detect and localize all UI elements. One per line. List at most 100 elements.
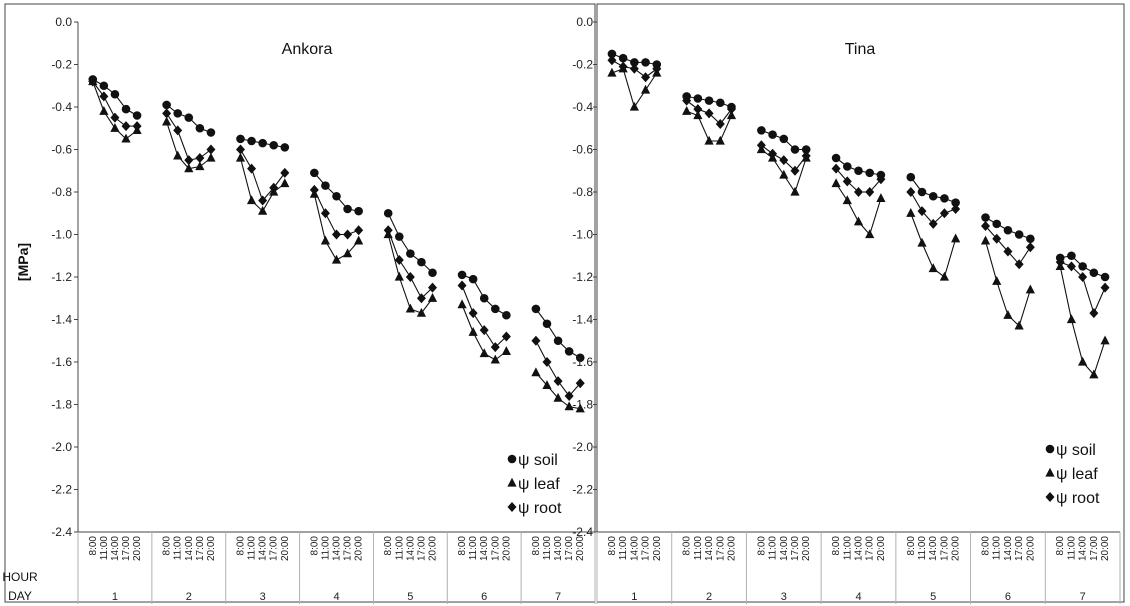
y-tick-label: -0.8	[572, 185, 593, 199]
data-point	[951, 233, 961, 243]
data-point	[502, 310, 511, 320]
series-circle	[607, 49, 1110, 282]
data-point	[184, 163, 194, 173]
series-diamond	[607, 55, 1110, 319]
legend-marker	[507, 502, 517, 512]
data-point	[321, 181, 330, 190]
data-point	[457, 280, 467, 291]
data-point	[258, 138, 267, 148]
hour-label: 8:00	[235, 536, 246, 556]
series-triangle	[607, 63, 1110, 379]
y-tick-label: -1.0	[572, 228, 593, 242]
data-point	[1078, 356, 1088, 366]
data-point	[768, 130, 777, 139]
data-point	[1055, 257, 1065, 268]
plot-ankora: 0.0 -0.2 -0.4 -0.6 -0.8 -1.0 -1.2 -1.4 -1.6 -1.8 -…	[4, 3, 596, 604]
data-point	[831, 178, 841, 188]
data-point	[1078, 272, 1088, 282]
y-tick-label: -1.4	[51, 313, 72, 327]
data-point	[951, 204, 961, 214]
data-point	[428, 268, 437, 278]
data-point	[876, 174, 886, 185]
data-point	[531, 335, 541, 346]
hour-label: 17:00	[790, 536, 801, 561]
hour-label: 17:00	[641, 536, 652, 561]
day-label: 7	[555, 591, 561, 603]
y-tick-label: -1.8	[51, 398, 72, 412]
hour-label: 14:00	[332, 536, 343, 561]
hour-label: 11:00	[468, 536, 479, 561]
data-point	[865, 168, 875, 178]
data-point	[542, 319, 552, 329]
data-point	[940, 194, 949, 203]
data-point	[607, 67, 617, 77]
y-tick-label: -2.2	[572, 483, 593, 497]
day-label: 3	[781, 591, 787, 603]
y-tick-label: -0.4	[572, 100, 593, 114]
data-point	[110, 89, 120, 99]
data-point	[416, 307, 427, 317]
data-point	[939, 208, 949, 219]
data-point	[206, 144, 216, 155]
data-point	[247, 163, 257, 174]
day-label: 6	[481, 591, 487, 603]
hour-label: 14:00	[479, 536, 490, 561]
hour-label: 11:00	[99, 536, 110, 561]
data-point	[501, 331, 511, 342]
y-tick-label: -0.4	[51, 100, 72, 114]
data-point	[343, 229, 353, 240]
y-tick-label: -2.4	[51, 525, 72, 539]
data-point	[854, 166, 863, 176]
hour-label: 14:00	[405, 536, 416, 561]
data-point	[416, 293, 426, 304]
data-point	[629, 63, 639, 74]
legend-label: ψ leaf	[1056, 466, 1098, 483]
data-point	[354, 206, 363, 216]
data-point	[564, 391, 574, 401]
data-point	[1014, 259, 1024, 270]
day-label: 4	[855, 591, 861, 603]
day-label: 1	[112, 591, 118, 603]
data-point	[801, 150, 811, 161]
data-point	[906, 187, 916, 197]
y-tick-label: -1.6	[572, 355, 593, 369]
data-point	[479, 348, 489, 358]
series-triangle	[88, 76, 585, 413]
data-point	[501, 346, 511, 355]
data-point	[110, 123, 120, 132]
data-point	[280, 178, 290, 188]
y-tick-label: -0.8	[51, 185, 72, 199]
hour-label: 8:00	[531, 536, 542, 556]
legend-marker	[1045, 492, 1055, 502]
data-point	[269, 182, 279, 193]
data-point	[542, 380, 552, 389]
data-point	[206, 128, 216, 137]
hour-label: 8:00	[906, 536, 917, 556]
hour-label: 14:00	[1078, 536, 1089, 561]
hour-label: 14:00	[110, 536, 121, 561]
data-point	[184, 113, 194, 122]
hour-label: 11:00	[542, 536, 553, 561]
series-diamond	[88, 76, 585, 401]
data-point	[779, 134, 789, 144]
data-point	[917, 237, 927, 247]
data-point	[468, 327, 478, 336]
data-point	[906, 208, 916, 217]
data-point	[195, 161, 205, 171]
data-point	[195, 153, 205, 163]
data-point	[757, 126, 766, 135]
chart-title: Ankora	[282, 41, 333, 58]
y-tick-label: -0.6	[572, 143, 593, 157]
data-point	[332, 191, 341, 201]
data-point	[173, 109, 183, 118]
y-tick-label: 0.0	[576, 15, 593, 29]
hour-label: 17:00	[269, 536, 280, 561]
data-point	[479, 293, 489, 303]
hour-label: 17:00	[490, 536, 501, 561]
data-point	[406, 249, 415, 258]
hour-label: 11:00	[247, 536, 258, 561]
data-point	[704, 96, 714, 105]
data-point	[630, 58, 639, 67]
y-axis-label: [MPa]	[15, 243, 31, 281]
data-point	[110, 112, 120, 123]
